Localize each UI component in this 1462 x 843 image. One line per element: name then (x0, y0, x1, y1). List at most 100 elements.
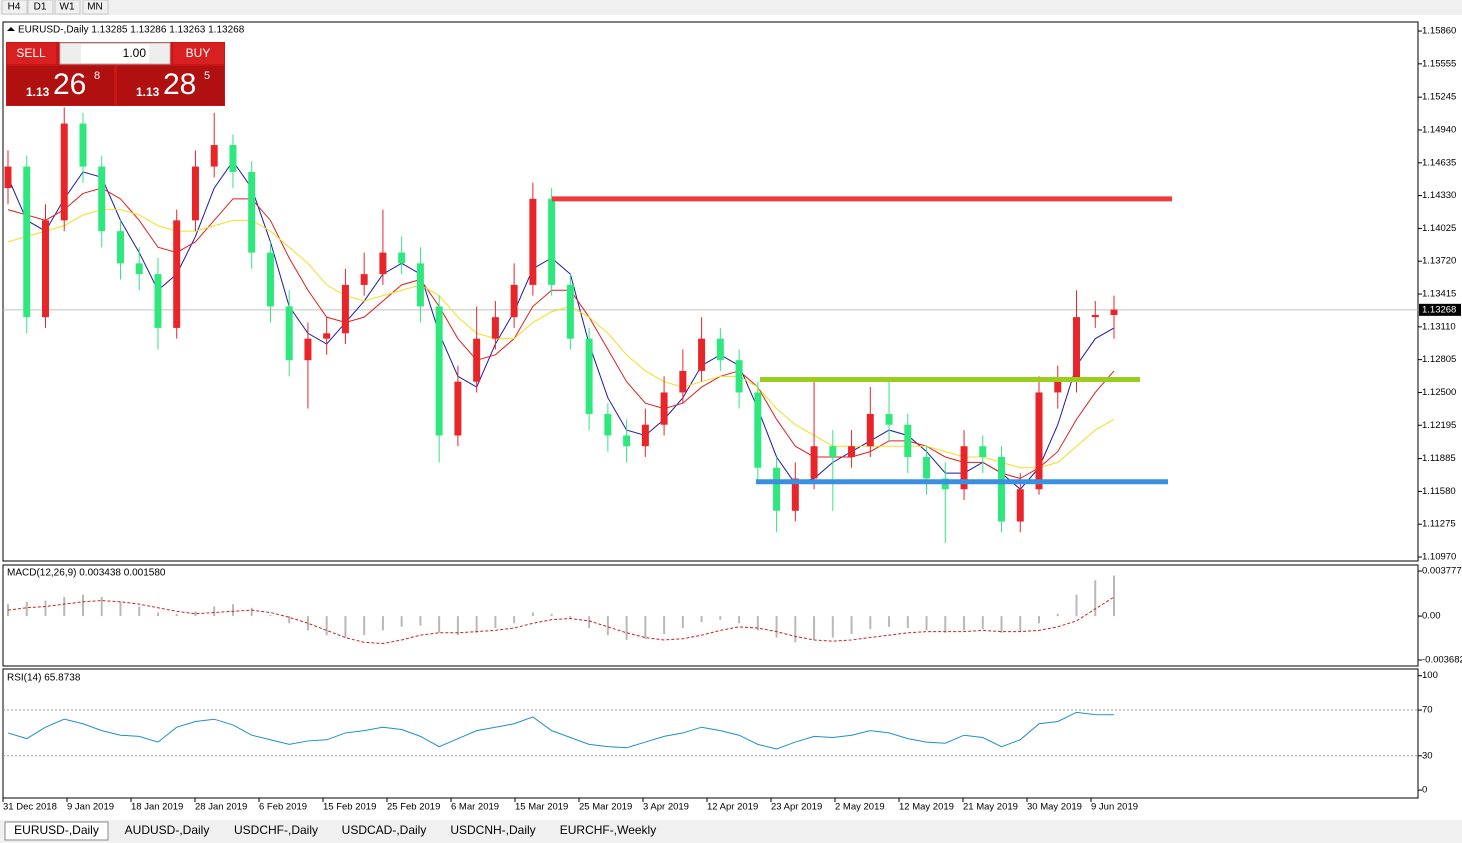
y-tick-label: 1.14330 (1422, 190, 1456, 201)
y-tick-label: 1.15860 (1422, 26, 1456, 37)
candle-body (79, 123, 87, 167)
collapse-icon (7, 27, 15, 31)
x-tick-label: 3 Apr 2019 (643, 802, 689, 813)
candle-body (623, 435, 631, 447)
y-tick-label: 1.11275 (1422, 519, 1456, 530)
symbol-tab-label: AUDUSD-,Daily (125, 823, 210, 837)
ask-box[interactable] (117, 66, 224, 105)
macd-signal (7, 596, 1115, 645)
timeframe-button[interactable] (82, 0, 109, 15)
candle-body (360, 274, 368, 285)
y-tick-label: 1.13720 (1422, 256, 1456, 267)
timeframe-button[interactable] (27, 0, 54, 15)
candle-body (473, 338, 481, 382)
candle-body (810, 446, 818, 479)
candle-body (1110, 309, 1118, 316)
candle-body (510, 284, 518, 318)
y-tick-label: 1.10970 (1422, 552, 1456, 563)
bid-box[interactable] (7, 66, 114, 105)
symbol-tab-label: USDCHF-,Daily (234, 823, 318, 837)
candle-body (866, 413, 874, 447)
timeframe-button[interactable] (1, 0, 28, 15)
candle-body (154, 274, 162, 328)
lot-value: 1.00 (123, 46, 147, 60)
lot-input[interactable] (59, 42, 171, 65)
timeframe-label: W1 (60, 2, 75, 13)
symbol-tab[interactable] (552, 822, 664, 840)
y-tick-label: 0.00 (1422, 611, 1441, 622)
current-price-label: 1.13268 (1422, 304, 1456, 315)
candle-body (529, 198, 537, 285)
lot-down[interactable] (61, 44, 81, 63)
x-tick-label: 15 Mar 2019 (515, 802, 568, 813)
candle-body (698, 338, 706, 371)
symbol-tab[interactable] (115, 822, 219, 840)
buy-label: BUY (186, 46, 211, 60)
y-tick-label: 30 (1422, 750, 1433, 761)
ask-frac: 5 (204, 70, 210, 82)
y-tick-label: 1.12195 (1422, 420, 1456, 431)
y-tick-label: 1.12500 (1422, 387, 1456, 398)
x-tick-label: 25 Feb 2019 (387, 802, 440, 813)
timeframe-label: MN (87, 2, 103, 13)
y-tick-label: 0 (1422, 785, 1427, 796)
rsi-panel (2, 668, 1419, 799)
y-tick-label: 1.14635 (1422, 157, 1456, 168)
x-tick-label: 9 Jun 2019 (1091, 802, 1138, 813)
timeframe-button[interactable] (54, 0, 81, 15)
x-tick-label: 18 Jan 2019 (131, 802, 183, 813)
candle-body (885, 413, 893, 425)
symbol-tab[interactable] (225, 822, 327, 840)
bid-frac: 8 (94, 70, 100, 82)
candle-body (435, 306, 443, 436)
sell-button[interactable] (7, 43, 56, 64)
candle-body (454, 381, 462, 436)
candle-body (229, 145, 237, 172)
candle-body (566, 284, 574, 339)
y-tick-label: 70 (1422, 705, 1433, 716)
x-tick-label: 2 May 2019 (835, 802, 885, 813)
lot-up[interactable] (149, 44, 169, 63)
toolbar (0, 0, 1462, 15)
symbol-tab[interactable] (4, 821, 109, 841)
candle-body (773, 467, 781, 511)
candle-body (716, 338, 724, 361)
candle-body (848, 446, 856, 457)
candle-body (604, 413, 612, 436)
y-tick-label: 1.11885 (1422, 453, 1456, 464)
candle-body (660, 392, 668, 425)
candle-body (379, 252, 387, 275)
candle-body (323, 333, 331, 339)
candle-body (41, 220, 49, 318)
ask-pips: 28 (163, 68, 196, 101)
candle-body (23, 166, 31, 318)
symbol-tab[interactable] (441, 822, 545, 840)
candle-body (679, 370, 687, 393)
x-tick-label: 28 Jan 2019 (195, 802, 247, 813)
candle-body (1035, 392, 1043, 490)
x-tick-label: 15 Feb 2019 (323, 802, 376, 813)
candle-body (416, 263, 424, 307)
x-tick-label: 21 May 2019 (963, 802, 1018, 813)
macd-panel (2, 564, 1419, 667)
buy-button[interactable] (173, 43, 224, 64)
timeframe-label: D1 (34, 2, 47, 13)
macd-title: MACD(12,26,9) 0.003438 0.001580 (7, 568, 166, 579)
symbol-tab[interactable] (333, 822, 435, 840)
y-tick-label: 1.15555 (1422, 58, 1456, 69)
tab-bar (0, 820, 1462, 843)
symbol-tab-label: EURCHF-,Weekly (560, 823, 656, 837)
x-tick-label: 6 Mar 2019 (451, 802, 499, 813)
y-tick-label: 1.14025 (1422, 223, 1456, 234)
x-tick-label: 9 Jan 2019 (67, 802, 114, 813)
y-tick-label: 1.12805 (1422, 354, 1456, 365)
candle-body (548, 198, 556, 285)
y-tick-label: 1.13110 (1422, 321, 1456, 332)
candle-body (904, 424, 912, 457)
rsi-title: RSI(14) 65.8738 (7, 673, 81, 684)
candle-body (248, 171, 256, 253)
candle-body (135, 263, 143, 275)
x-tick-label: 6 Feb 2019 (259, 802, 307, 813)
moving-average (7, 209, 1115, 469)
